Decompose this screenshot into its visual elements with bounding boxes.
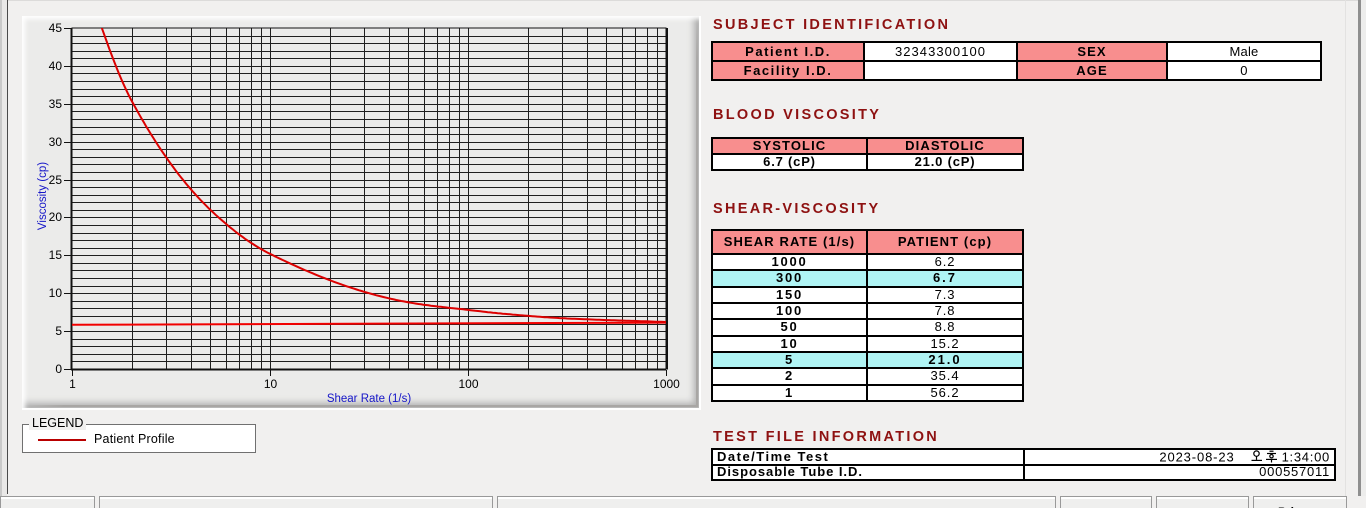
svg-text:45: 45 — [49, 21, 63, 35]
svg-text:40: 40 — [49, 59, 63, 73]
svg-text:20: 20 — [49, 210, 63, 224]
svg-text:1: 1 — [69, 377, 76, 391]
svg-text:35: 35 — [49, 97, 63, 111]
svg-text:15: 15 — [49, 248, 63, 262]
svg-text:0: 0 — [55, 362, 62, 376]
svg-text:5: 5 — [55, 324, 62, 338]
svg-text:Viscosity (cp): Viscosity (cp) — [37, 162, 49, 230]
svg-text:30: 30 — [49, 135, 63, 149]
svg-text:Shear Rate (1/s): Shear Rate (1/s) — [327, 393, 412, 405]
svg-text:25: 25 — [49, 173, 63, 187]
svg-text:100: 100 — [458, 377, 478, 391]
svg-text:10: 10 — [264, 377, 278, 391]
svg-text:1000: 1000 — [653, 377, 680, 391]
svg-text:10: 10 — [49, 286, 63, 300]
